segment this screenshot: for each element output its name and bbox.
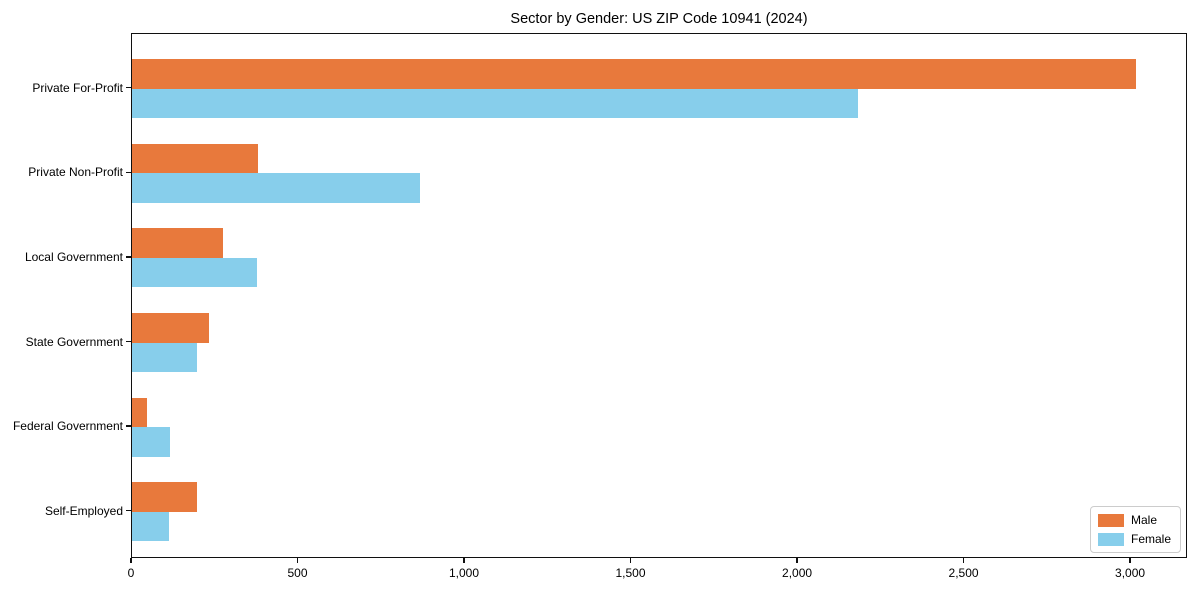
x-tick-mark <box>796 558 798 563</box>
x-tick-label: 0 <box>127 566 135 580</box>
bar-male-2 <box>132 228 224 258</box>
legend-label-male: Male <box>1130 513 1157 527</box>
x-tick-label: 2,500 <box>948 566 979 580</box>
y-tick-label: Private For-Profit <box>32 80 123 95</box>
y-tick-mark <box>126 425 131 427</box>
female-swatch-icon <box>1097 532 1124 546</box>
x-tick-mark <box>130 558 132 563</box>
y-tick-label: Local Government <box>24 249 123 264</box>
legend-label-female: Female <box>1130 532 1171 546</box>
plot-area <box>131 33 1187 558</box>
y-tick-mark <box>126 87 131 89</box>
chart-title: Sector by Gender: US ZIP Code 10941 (202… <box>510 11 808 27</box>
y-tick-label: State Government <box>25 334 123 349</box>
y-tick-mark <box>126 256 131 258</box>
x-tick-label: 1,500 <box>615 566 646 580</box>
y-tick-label: Private Non-Profit <box>28 165 123 180</box>
bar-female-2 <box>132 257 257 288</box>
y-tick-mark <box>126 510 131 512</box>
y-tick-label: Federal Government <box>12 419 123 434</box>
bar-female-3 <box>132 342 197 372</box>
x-tick-mark <box>1129 558 1131 563</box>
x-tick-label: 500 <box>287 566 308 580</box>
bar-female-1 <box>132 173 420 203</box>
bar-male-3 <box>132 313 210 343</box>
x-tick-label: 3,000 <box>1115 566 1146 580</box>
legend: Male Female <box>1089 506 1181 553</box>
bar-male-5 <box>132 482 198 512</box>
x-tick-mark <box>463 558 465 563</box>
x-tick-label: 2,000 <box>782 566 813 580</box>
y-tick-mark <box>126 171 131 173</box>
x-tick-mark <box>962 558 965 563</box>
bar-male-0 <box>132 59 1136 89</box>
bar-female-4 <box>132 427 170 457</box>
x-tick-mark <box>296 558 299 563</box>
bar-female-5 <box>132 511 169 542</box>
legend-item-female: Female <box>1097 532 1171 546</box>
bar-male-1 <box>132 143 258 174</box>
y-tick-mark <box>126 340 131 343</box>
bar-female-0 <box>132 88 859 119</box>
legend-item-male: Male <box>1097 513 1171 527</box>
male-swatch-icon <box>1097 513 1124 527</box>
bar-male-4 <box>132 397 147 428</box>
x-tick-label: 1,000 <box>449 566 480 580</box>
x-tick-mark <box>629 558 632 563</box>
y-tick-label: Self-Employed <box>44 503 123 518</box>
